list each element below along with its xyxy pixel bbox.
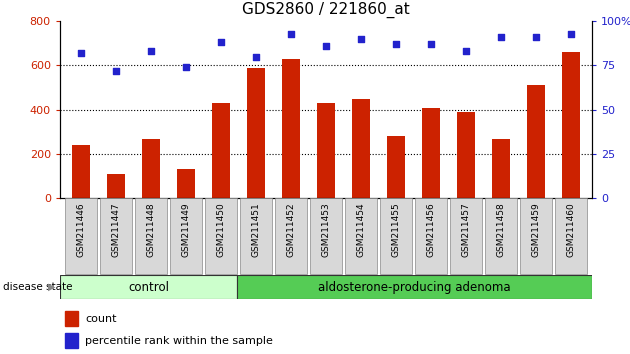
Point: [181, 64, 191, 70]
Point: [496, 34, 506, 40]
Bar: [238, 275, 592, 299]
Text: percentile rank within the sample: percentile rank within the sample: [86, 336, 273, 346]
Text: GSM211459: GSM211459: [532, 202, 541, 257]
Point: [566, 31, 576, 36]
Point: [251, 54, 261, 59]
Bar: [555, 198, 587, 274]
Text: GSM211446: GSM211446: [76, 202, 85, 257]
Point: [76, 50, 86, 56]
Point: [356, 36, 366, 42]
Bar: [240, 198, 272, 274]
Bar: [65, 311, 79, 326]
Text: GSM211456: GSM211456: [427, 202, 435, 257]
Title: GDS2860 / 221860_at: GDS2860 / 221860_at: [242, 2, 410, 18]
Bar: [65, 333, 79, 348]
Text: GSM211460: GSM211460: [567, 202, 576, 257]
Text: GSM211454: GSM211454: [357, 202, 365, 257]
Bar: [422, 108, 440, 198]
Bar: [107, 174, 125, 198]
Bar: [282, 59, 300, 198]
Bar: [177, 170, 195, 198]
Text: GSM211449: GSM211449: [181, 202, 190, 257]
Bar: [450, 198, 483, 274]
Point: [286, 31, 296, 36]
Text: GSM211455: GSM211455: [392, 202, 401, 257]
Bar: [247, 68, 265, 198]
Bar: [345, 198, 377, 274]
Bar: [520, 198, 553, 274]
Bar: [527, 85, 545, 198]
Bar: [275, 198, 307, 274]
Point: [531, 34, 541, 40]
Text: GSM211451: GSM211451: [251, 202, 260, 257]
Bar: [72, 145, 89, 198]
Text: ▶: ▶: [48, 282, 55, 292]
Bar: [310, 198, 342, 274]
Text: GSM211448: GSM211448: [146, 202, 156, 257]
Bar: [142, 138, 159, 198]
Text: GSM211453: GSM211453: [321, 202, 331, 257]
Text: control: control: [128, 281, 169, 293]
Bar: [380, 198, 412, 274]
Bar: [318, 103, 335, 198]
Bar: [563, 52, 580, 198]
Bar: [387, 136, 405, 198]
Bar: [352, 99, 370, 198]
Bar: [205, 198, 237, 274]
Bar: [65, 198, 97, 274]
Bar: [457, 112, 475, 198]
Point: [461, 48, 471, 54]
Point: [146, 48, 156, 54]
Text: count: count: [86, 314, 117, 324]
Bar: [169, 198, 202, 274]
Bar: [60, 275, 238, 299]
Bar: [100, 198, 132, 274]
Text: disease state: disease state: [3, 282, 72, 292]
Point: [426, 41, 436, 47]
Bar: [415, 198, 447, 274]
Point: [216, 40, 226, 45]
Point: [321, 43, 331, 49]
Text: aldosterone-producing adenoma: aldosterone-producing adenoma: [318, 281, 511, 293]
Point: [391, 41, 401, 47]
Text: GSM211458: GSM211458: [496, 202, 506, 257]
Text: GSM211450: GSM211450: [217, 202, 226, 257]
Text: GSM211447: GSM211447: [112, 202, 120, 257]
Bar: [493, 138, 510, 198]
Bar: [135, 198, 167, 274]
Text: GSM211452: GSM211452: [287, 202, 295, 257]
Text: GSM211457: GSM211457: [462, 202, 471, 257]
Bar: [212, 103, 230, 198]
Point: [111, 68, 121, 74]
Bar: [485, 198, 517, 274]
